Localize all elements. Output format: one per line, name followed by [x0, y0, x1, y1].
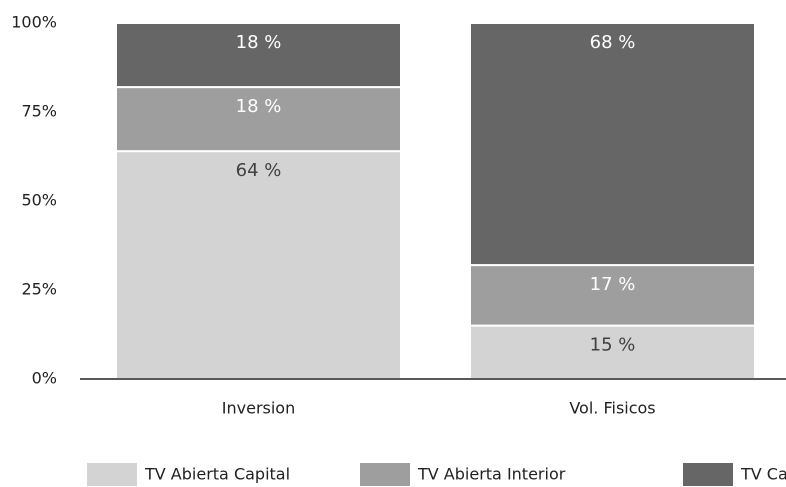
- x-tick-label: Inversion: [222, 399, 295, 418]
- y-tick-label: 0%: [32, 369, 57, 388]
- legend-swatch: [87, 463, 137, 486]
- bar-segment: [115, 150, 402, 380]
- bar-segment: [469, 264, 756, 327]
- legend-label: TV Abierta Interior: [417, 465, 566, 484]
- data-label: 68 %: [590, 32, 636, 53]
- data-label: 18 %: [236, 96, 282, 117]
- bar-segment: [115, 86, 402, 153]
- bar-segment: [469, 22, 756, 267]
- y-tick-label: 50%: [21, 191, 57, 210]
- legend-label: TV Abierta Capital: [144, 465, 290, 484]
- x-tick-label: Vol. Fisicos: [569, 399, 655, 418]
- legend-swatch: [360, 463, 410, 486]
- data-label: 18 %: [236, 32, 282, 53]
- data-label: 64 %: [236, 160, 282, 181]
- data-label: 15 %: [590, 335, 636, 356]
- legend-swatch: [683, 463, 733, 486]
- y-tick-label: 100%: [11, 13, 57, 32]
- y-tick-label: 75%: [21, 102, 57, 121]
- y-tick-label: 25%: [21, 280, 57, 299]
- legend-label: TV Cable: [740, 465, 786, 484]
- bar-segment: [115, 22, 402, 89]
- data-label: 17 %: [590, 274, 636, 295]
